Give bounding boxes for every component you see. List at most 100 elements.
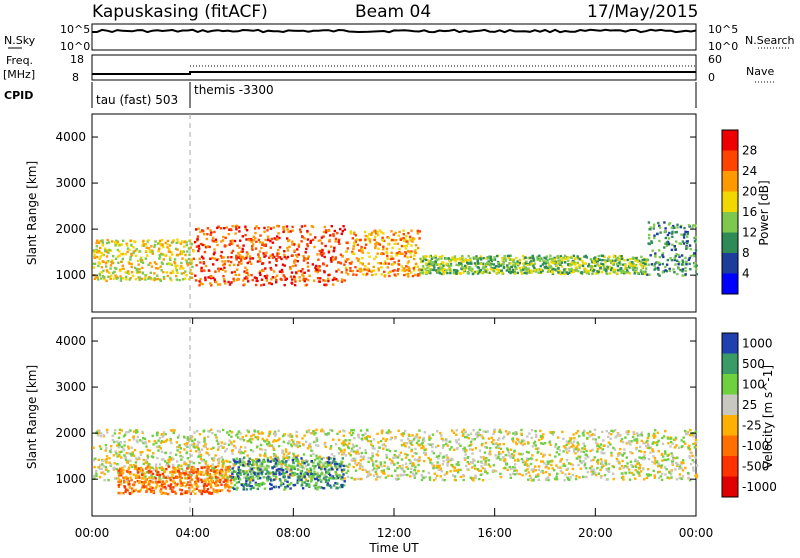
power-point bbox=[347, 273, 349, 275]
velocity-point bbox=[505, 430, 507, 432]
velocity-point bbox=[257, 430, 259, 432]
velocity-point bbox=[148, 470, 150, 472]
velocity-point bbox=[404, 453, 406, 455]
power-point bbox=[406, 269, 408, 271]
velocity-point bbox=[467, 461, 469, 463]
velocity-point bbox=[252, 487, 254, 489]
power-point bbox=[462, 260, 464, 262]
velocity-point bbox=[689, 451, 691, 453]
velocity-point bbox=[284, 461, 286, 463]
velocity-point bbox=[585, 476, 587, 478]
velocity-point bbox=[489, 447, 491, 449]
velocity-point bbox=[373, 475, 375, 477]
power-point bbox=[146, 254, 148, 256]
velocity-point bbox=[453, 432, 455, 434]
velocity-point bbox=[225, 479, 227, 481]
velocity-point bbox=[231, 450, 233, 452]
velocity-point bbox=[310, 455, 312, 457]
power-point bbox=[368, 256, 370, 258]
power-point bbox=[694, 240, 696, 242]
velocity-point bbox=[654, 474, 656, 476]
power-point bbox=[259, 272, 261, 274]
power-point bbox=[477, 261, 479, 263]
power-point bbox=[304, 272, 306, 274]
velocity-point bbox=[647, 475, 649, 477]
velocity-point bbox=[649, 451, 651, 453]
power-point bbox=[676, 226, 678, 228]
velocity-point bbox=[622, 454, 624, 456]
velocity-point bbox=[279, 479, 281, 481]
power-point bbox=[360, 239, 362, 241]
power-point bbox=[432, 256, 434, 258]
velocity-point bbox=[151, 477, 153, 479]
power-point bbox=[130, 244, 132, 246]
velocity-point bbox=[635, 469, 637, 471]
velocity-point bbox=[263, 476, 265, 478]
velocity-point bbox=[360, 459, 362, 461]
velocity-point bbox=[694, 446, 696, 448]
power-point bbox=[424, 255, 426, 257]
power-point bbox=[210, 276, 212, 278]
velocity-point bbox=[442, 463, 444, 465]
velocity-point bbox=[333, 455, 335, 457]
power-point bbox=[690, 248, 692, 250]
velocity-point bbox=[218, 460, 220, 462]
velocity-point bbox=[408, 446, 410, 448]
velocity-point bbox=[343, 449, 345, 451]
power-point bbox=[224, 244, 226, 246]
power-point bbox=[326, 265, 328, 267]
power-point bbox=[323, 270, 325, 272]
power-point bbox=[363, 268, 365, 270]
velocity-point bbox=[253, 434, 255, 436]
power-point bbox=[263, 254, 265, 256]
velocity-point bbox=[148, 481, 150, 483]
power-point bbox=[511, 266, 513, 268]
velocity-point bbox=[439, 432, 441, 434]
velocity-point bbox=[180, 465, 182, 467]
velocity-point bbox=[440, 475, 442, 477]
velocity-point bbox=[164, 486, 166, 488]
velocity-point bbox=[92, 459, 94, 461]
velocity-point bbox=[413, 464, 415, 466]
velocity-point bbox=[560, 470, 562, 472]
velocity-point bbox=[648, 458, 650, 460]
velocity-point bbox=[552, 467, 554, 469]
velocity-point bbox=[449, 448, 451, 450]
velocity-point bbox=[535, 434, 537, 436]
power-point bbox=[135, 255, 137, 257]
velocity-point bbox=[484, 471, 486, 473]
velocity-point bbox=[633, 439, 635, 441]
velocity-point bbox=[118, 444, 120, 446]
velocity-point bbox=[450, 458, 452, 460]
velocity-point bbox=[345, 454, 347, 456]
velocity-point bbox=[364, 469, 366, 471]
velocity-point bbox=[358, 436, 360, 438]
power-point bbox=[261, 279, 263, 281]
power-point bbox=[298, 276, 300, 278]
velocity-point bbox=[222, 429, 224, 431]
power-point bbox=[130, 253, 132, 255]
velocity-point bbox=[424, 431, 426, 433]
power-point bbox=[197, 235, 199, 237]
velocity-point bbox=[215, 480, 217, 482]
velocity-point bbox=[402, 464, 404, 466]
power-point bbox=[338, 243, 340, 245]
power-point bbox=[191, 243, 193, 245]
velocity-point bbox=[442, 460, 444, 462]
velocity-point bbox=[512, 440, 514, 442]
power-point bbox=[437, 258, 439, 260]
velocity-point bbox=[405, 466, 407, 468]
power-point bbox=[286, 247, 288, 249]
power-point bbox=[157, 278, 159, 280]
velocity-point bbox=[573, 437, 575, 439]
nsearch-tick-bottom: 10^0 bbox=[708, 40, 738, 53]
velocity-point bbox=[176, 449, 178, 451]
velocity-point bbox=[114, 477, 116, 479]
velocity-point bbox=[641, 432, 643, 434]
velocity-point bbox=[514, 468, 516, 470]
velocity-point bbox=[335, 443, 337, 445]
velocity-point bbox=[602, 439, 604, 441]
velocity-point bbox=[101, 460, 103, 462]
power-point bbox=[349, 262, 351, 264]
velocity-point bbox=[170, 483, 172, 485]
